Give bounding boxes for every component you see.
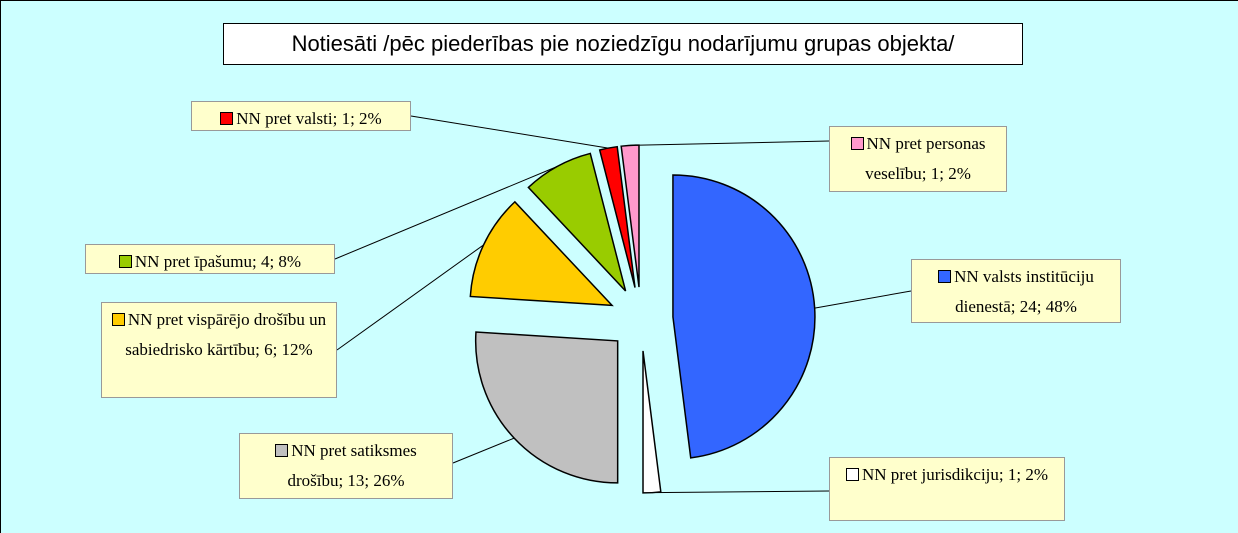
pie-slice (642, 350, 662, 494)
data-label: NN pret īpašumu; 4; 8% (85, 244, 335, 274)
pie-slice (474, 331, 619, 484)
label-text: NN pret jurisdikciju; 1; 2% (861, 465, 1049, 484)
legend-key (938, 270, 952, 283)
pie-slice (672, 174, 816, 459)
legend-key (118, 255, 132, 268)
leader-line (630, 140, 830, 146)
label-text: NN pret valsti; 1; 2% (236, 109, 382, 128)
pie-slice (469, 200, 614, 307)
leader-line (452, 437, 515, 464)
legend-key (220, 112, 234, 125)
data-label: NN pret vispārējo drošību un sabiedrisko… (101, 302, 337, 398)
leader-line (410, 115, 609, 149)
leader-line (814, 290, 912, 309)
data-label: NN pret personas veselību; 1; 2% (829, 126, 1007, 192)
leader-line (651, 490, 830, 494)
data-label: NN valsts institūciju dienestā; 24; 48% (911, 259, 1121, 323)
label-text: NN pret vispārējo drošību un sabiedrisko… (125, 310, 327, 359)
label-text: NN valsts institūciju dienestā; 24; 48% (954, 267, 1094, 316)
chart-title: Notiesāti /pēc piederības pie noziedzīgu… (223, 23, 1023, 65)
legend-key (275, 444, 289, 457)
data-label: NN pret jurisdikciju; 1; 2% (829, 457, 1065, 521)
label-text: NN pret satiksmes drošību; 13; 26% (287, 441, 417, 490)
legend-key (850, 137, 864, 150)
legend-key (111, 313, 125, 326)
label-text: NN pret personas veselību; 1; 2% (865, 134, 986, 183)
leader-line (336, 244, 484, 351)
data-label: NN pret satiksmes drošību; 13; 26% (239, 433, 453, 499)
legend-key (845, 468, 859, 481)
label-text: NN pret īpašumu; 4; 8% (134, 252, 302, 271)
leader-line (334, 166, 558, 260)
data-label: NN pret valsti; 1; 2% (191, 101, 411, 131)
